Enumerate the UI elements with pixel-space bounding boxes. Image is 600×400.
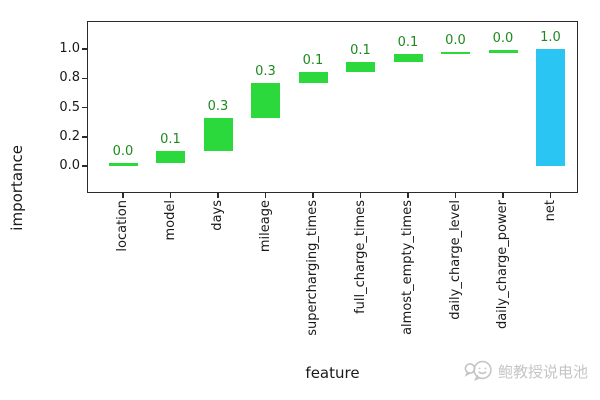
x-tick-mark xyxy=(312,193,314,198)
bar-value-label: 0.0 xyxy=(492,31,514,47)
x-tick-label-daily_charge_level: daily_charge_level xyxy=(447,200,463,320)
x-axis-label: feature xyxy=(305,364,360,382)
x-tick-label-daily_charge_power: daily_charge_power xyxy=(495,200,510,330)
plot-area: 0.0 0.1 0.3 0.3 0.1 0.1 0.1 0.0 0.0 1.0 xyxy=(87,21,578,193)
y-tick-mark xyxy=(81,106,87,109)
waterfall-bar-mileage xyxy=(251,82,280,119)
zero-dashed-line xyxy=(87,21,578,22)
y-tick-label: 1.0 xyxy=(59,41,80,56)
waterfall-bar-model xyxy=(156,151,185,164)
x-tick-label-supercharging_times: supercharging_times xyxy=(305,200,320,336)
x-tick-label-almost_empty_times: almost_empty_times xyxy=(400,200,415,335)
x-tick-mark xyxy=(217,193,219,198)
watermark: 鲍教授说电池 xyxy=(463,359,588,383)
waterfall-bar-supercharging_times xyxy=(298,72,328,83)
y-tick-mark xyxy=(81,77,87,79)
x-tick-mark xyxy=(169,193,172,198)
x-tick-mark xyxy=(454,193,457,198)
y-axis-label: importance xyxy=(8,145,26,231)
y-tick-mark xyxy=(81,165,87,167)
y-tick-label: 0.8 xyxy=(59,70,80,86)
x-tick-label-location: location xyxy=(115,200,130,252)
y-tick-label: 0.0 xyxy=(59,158,80,173)
x-tick-mark xyxy=(122,193,124,198)
bar-value-label: 0.0 xyxy=(445,32,466,48)
bar-value-label: 0.1 xyxy=(160,132,181,148)
chat-face-icon xyxy=(464,360,492,381)
y-tick-label: 0.5 xyxy=(59,99,80,115)
waterfall-bar-full_charge_times xyxy=(346,61,375,73)
waterfall-bar-daily_charge_power xyxy=(488,50,518,53)
x-tick-label-full_charge_times: full_charge_times xyxy=(352,200,368,314)
bar-value-label: 0.1 xyxy=(397,35,419,51)
x-tick-mark xyxy=(264,193,267,198)
x-tick-mark xyxy=(359,193,362,198)
bar-value-label: 0.3 xyxy=(255,63,276,79)
x-tick-mark xyxy=(502,193,504,198)
x-tick-label-model: model xyxy=(162,200,178,241)
bar-value-label: 0.0 xyxy=(112,144,134,160)
bar-value-label: 1.0 xyxy=(540,30,561,45)
y-tick-label: 0.2 xyxy=(59,128,80,144)
x-tick-mark xyxy=(549,193,552,198)
waterfall-bar-almost_empty_times xyxy=(393,54,423,62)
x-tick-label-net: net xyxy=(542,200,558,222)
x-tick-mark xyxy=(407,193,409,198)
waterfall-bar-location xyxy=(108,163,138,166)
bar-value-label: 0.1 xyxy=(302,53,324,69)
y-tick-mark xyxy=(81,48,87,50)
waterfall-bar-net xyxy=(536,49,565,166)
bar-value-label: 0.1 xyxy=(350,42,371,58)
bar-value-label: 0.3 xyxy=(207,99,229,115)
x-tick-label-mileage: mileage xyxy=(257,200,273,253)
y-tick-mark xyxy=(81,136,87,138)
waterfall-bar-daily_charge_level xyxy=(441,51,470,55)
x-tick-label-days: days xyxy=(210,200,225,231)
watermark-text: 鲍教授说电池 xyxy=(497,362,588,381)
waterfall-bar-days xyxy=(203,118,233,152)
